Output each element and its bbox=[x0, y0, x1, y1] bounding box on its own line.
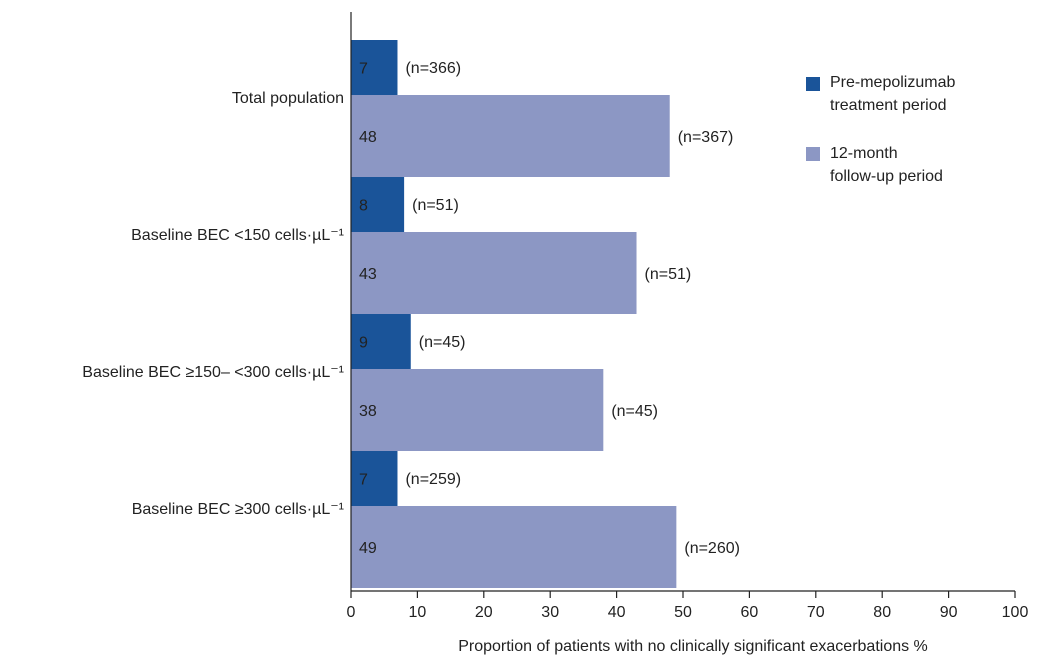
legend-label: follow-up period bbox=[830, 168, 943, 185]
bar-pre-treatment bbox=[351, 314, 411, 369]
bar-value-label: 7 bbox=[359, 61, 368, 78]
category-labels: Total population Baseline BEC <150 cells·… bbox=[82, 90, 344, 518]
category-label: Baseline BEC <150 cells·µL⁻¹ bbox=[131, 227, 344, 244]
bar-n-label: (n=260) bbox=[684, 540, 740, 557]
x-axis-ticks: 0 10 20 30 40 50 60 70 80 90 100 bbox=[347, 591, 1029, 621]
bar-n-label: (n=259) bbox=[405, 471, 461, 488]
bar-n-label: (n=366) bbox=[405, 60, 461, 77]
category-label: Baseline BEC ≥150– <300 cells·µL⁻¹ bbox=[82, 364, 344, 381]
bar-n-label: (n=45) bbox=[611, 403, 658, 420]
bar-pre-treatment bbox=[351, 451, 398, 506]
bar-pre-treatment bbox=[351, 40, 398, 95]
bar-n-label: (n=51) bbox=[645, 266, 692, 283]
x-tick-label: 60 bbox=[741, 604, 759, 621]
bar-n-label: (n=51) bbox=[412, 197, 459, 214]
x-tick-label: 10 bbox=[409, 604, 427, 621]
bar-value-label: 38 bbox=[359, 403, 377, 420]
bar-n-label: (n=367) bbox=[678, 129, 734, 146]
legend-label: 12-month bbox=[830, 145, 898, 162]
x-tick-label: 20 bbox=[475, 604, 493, 621]
bar-value-label: 8 bbox=[359, 198, 368, 215]
bar-pre-treatment bbox=[351, 177, 405, 232]
x-tick-label: 90 bbox=[940, 604, 958, 621]
x-tick-label: 70 bbox=[807, 604, 825, 621]
bar-value-label: 49 bbox=[359, 540, 377, 557]
legend-label: treatment period bbox=[830, 97, 947, 114]
x-tick-label: 30 bbox=[541, 604, 559, 621]
x-axis-title: Proportion of patients with no clinicall… bbox=[458, 638, 928, 655]
x-tick-label: 50 bbox=[674, 604, 692, 621]
legend-swatch bbox=[806, 77, 820, 91]
bar-value-label: 7 bbox=[359, 472, 368, 489]
bars-group: 7 (n=366) 48 (n=367) 8 (n=51) 43 (n=51) 9 (n=45) 3… bbox=[351, 40, 740, 588]
x-tick-label: 80 bbox=[873, 604, 891, 621]
category-label: Baseline BEC ≥300 cells·µL⁻¹ bbox=[132, 501, 344, 518]
legend: Pre-mepolizumab treatment period 12-month f… bbox=[806, 74, 955, 185]
bar-follow-up bbox=[351, 506, 677, 588]
bar-n-label: (n=45) bbox=[419, 334, 466, 351]
legend-swatch bbox=[806, 147, 820, 161]
bar-value-label: 43 bbox=[359, 266, 377, 283]
legend-label: Pre-mepolizumab bbox=[830, 74, 955, 91]
x-tick-label: 0 bbox=[347, 604, 356, 621]
bar-value-label: 48 bbox=[359, 129, 377, 146]
bar-value-label: 9 bbox=[359, 335, 368, 352]
bar-follow-up bbox=[351, 95, 670, 177]
x-tick-label: 100 bbox=[1002, 604, 1029, 621]
category-label: Total population bbox=[232, 90, 344, 107]
bar-follow-up bbox=[351, 232, 637, 314]
x-tick-label: 40 bbox=[608, 604, 626, 621]
bar-follow-up bbox=[351, 369, 604, 451]
